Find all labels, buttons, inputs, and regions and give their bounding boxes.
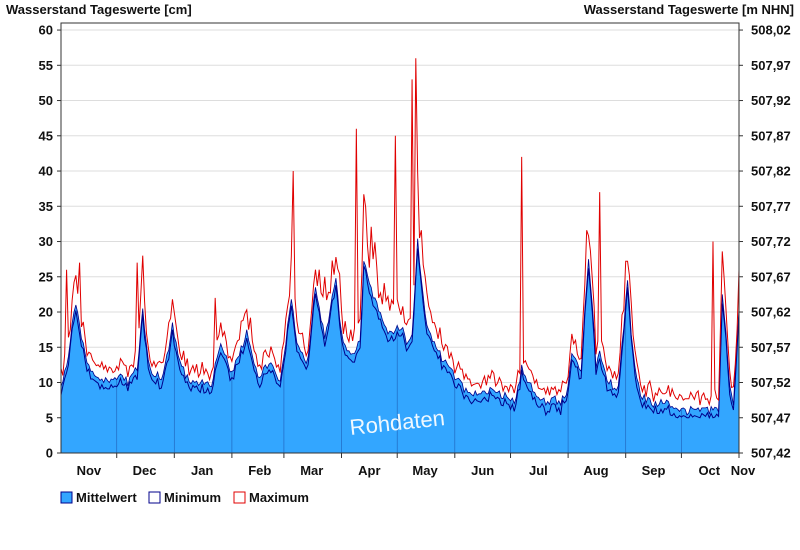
month-label: Oct [698, 463, 720, 478]
left-tick-label: 30 [39, 234, 53, 249]
month-label: Sep [642, 463, 666, 478]
legend: Mittelwert Minimum Maximum [60, 490, 309, 505]
right-tick-label: 507,87 [751, 128, 791, 143]
left-tick-label: 5 [46, 410, 53, 425]
left-tick-label: 40 [39, 164, 53, 179]
month-label: Feb [248, 463, 271, 478]
right-tick-label: 507,72 [751, 234, 791, 249]
maximum-line-series [60, 58, 740, 407]
left-tick-label: 35 [39, 199, 53, 214]
legend-label-mean: Mittelwert [76, 490, 137, 505]
month-axis-labels: Nov Dec Jan Feb Mar Apr May Jun Jul Aug Sep Oct Nov [77, 453, 756, 478]
right-tick-label: 507,67 [751, 269, 791, 284]
month-label: Nov [77, 463, 102, 478]
left-tick-label: 15 [39, 340, 53, 355]
legend-swatch-minimum [148, 491, 161, 504]
legend-label-minimum: Minimum [164, 490, 221, 505]
month-label: Aug [583, 463, 608, 478]
right-tick-label: 507,92 [751, 93, 791, 108]
month-label: Jun [471, 463, 494, 478]
right-tick-label: 507,47 [751, 410, 791, 425]
right-tick-label: 507,42 [751, 446, 791, 461]
right-tick-label: 507,97 [751, 58, 791, 73]
right-axis-ticks: 507,42 507,47 507,52 507,57 507,62 507,67 507,… [739, 23, 791, 461]
month-label: Jul [529, 463, 548, 478]
left-tick-label: 10 [39, 375, 53, 390]
left-tick-label: 60 [39, 23, 53, 38]
month-label: Jan [191, 463, 213, 478]
mean-area-series [60, 238, 740, 454]
legend-swatch-maximum [233, 491, 246, 504]
left-tick-label: 55 [39, 58, 53, 73]
left-axis-title: Wasserstand Tageswerte [cm] [6, 2, 192, 17]
right-tick-label: 508,02 [751, 23, 791, 38]
month-label: Mar [300, 463, 323, 478]
left-tick-label: 20 [39, 305, 53, 320]
right-axis-title: Wasserstand Tageswerte [m NHN] [584, 2, 794, 17]
left-tick-label: 25 [39, 269, 53, 284]
right-tick-label: 507,77 [751, 199, 791, 214]
plot-frame [60, 22, 740, 454]
month-label: Dec [133, 463, 157, 478]
left-tick-label: 45 [39, 128, 53, 143]
right-tick-label: 507,62 [751, 305, 791, 320]
legend-label-maximum: Maximum [249, 490, 309, 505]
right-tick-label: 507,82 [751, 164, 791, 179]
right-tick-label: 507,52 [751, 375, 791, 390]
left-tick-label: 0 [46, 446, 53, 461]
month-label: Nov [731, 463, 756, 478]
left-tick-label: 50 [39, 93, 53, 108]
legend-swatch-mean [60, 491, 73, 504]
left-axis-ticks: 0 5 10 15 20 25 30 35 40 45 50 55 60 [39, 23, 61, 461]
minimum-line-series [60, 248, 740, 420]
month-label: May [412, 463, 438, 478]
month-separators [116, 300, 682, 453]
month-label: Apr [358, 463, 380, 478]
right-tick-label: 507,57 [751, 340, 791, 355]
